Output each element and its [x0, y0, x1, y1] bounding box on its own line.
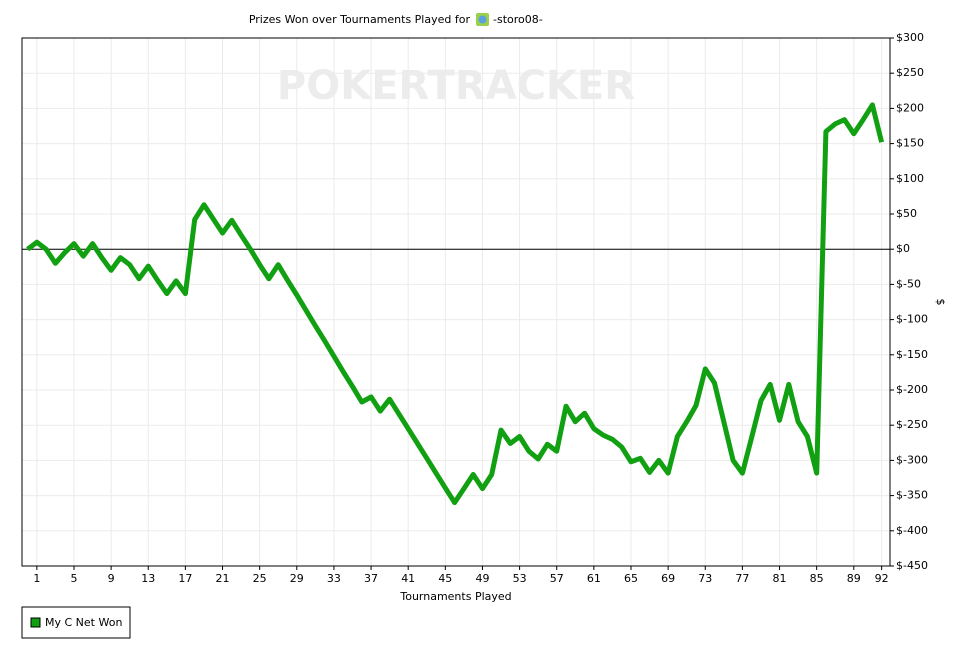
x-tick-label: 9: [108, 572, 115, 585]
y-axis-label: $: [934, 299, 947, 306]
x-tick-label: 61: [587, 572, 601, 585]
y-tick-label: $100: [896, 172, 924, 185]
y-tick-label: $-400: [896, 524, 928, 537]
x-tick-label: 25: [253, 572, 267, 585]
x-tick-label: 69: [661, 572, 675, 585]
x-tick-label: 29: [290, 572, 304, 585]
y-tick-label: $50: [896, 207, 917, 220]
y-tick-label: $-200: [896, 383, 928, 396]
x-tick-label: 37: [364, 572, 378, 585]
x-tick-label: 57: [550, 572, 564, 585]
x-tick-label: 53: [513, 572, 527, 585]
x-tick-label: 92: [875, 572, 889, 585]
x-tick-label: 13: [141, 572, 155, 585]
y-tick-label: $-350: [896, 489, 928, 502]
x-tick-label: 17: [178, 572, 192, 585]
legend-label: My C Net Won: [45, 616, 122, 629]
x-tick-label: 65: [624, 572, 638, 585]
y-tick-label: $200: [896, 101, 924, 114]
y-tick-label: $-250: [896, 418, 928, 431]
plot-frame: [21, 37, 891, 567]
x-tick-label: 73: [698, 572, 712, 585]
x-tick-label: 33: [327, 572, 341, 585]
y-tick-label: $-300: [896, 453, 928, 466]
y-tick-label: $0: [896, 242, 910, 255]
x-tick-label: 81: [773, 572, 787, 585]
player-name: -storo08-: [493, 13, 543, 26]
x-tick-label: 49: [475, 572, 489, 585]
x-tick-label: 85: [810, 572, 824, 585]
player-icon-globe: [478, 15, 487, 24]
x-tick-label: 89: [847, 572, 861, 585]
y-tick-label: $-100: [896, 313, 928, 326]
x-axis-label: Tournaments Played: [399, 590, 511, 603]
x-tick-label: 45: [438, 572, 452, 585]
x-tick-label: 21: [216, 572, 230, 585]
y-tick-label: $250: [896, 66, 924, 79]
watermark: POKERTRACKER: [277, 63, 635, 109]
x-tick-label: 41: [401, 572, 415, 585]
x-tick-label: 1: [33, 572, 40, 585]
y-tick-label: $150: [896, 137, 924, 150]
x-tick-label: 77: [735, 572, 749, 585]
x-tick-label: 5: [70, 572, 77, 585]
legend-swatch: [30, 617, 41, 628]
y-tick-label: $-150: [896, 348, 928, 361]
series-line: [26, 102, 885, 506]
chart-title: Prizes Won over Tournaments Played for: [249, 13, 471, 26]
y-tick-label: $300: [896, 31, 924, 44]
y-tick-label: $-450: [896, 559, 928, 572]
y-tick-label: $-50: [896, 277, 921, 290]
